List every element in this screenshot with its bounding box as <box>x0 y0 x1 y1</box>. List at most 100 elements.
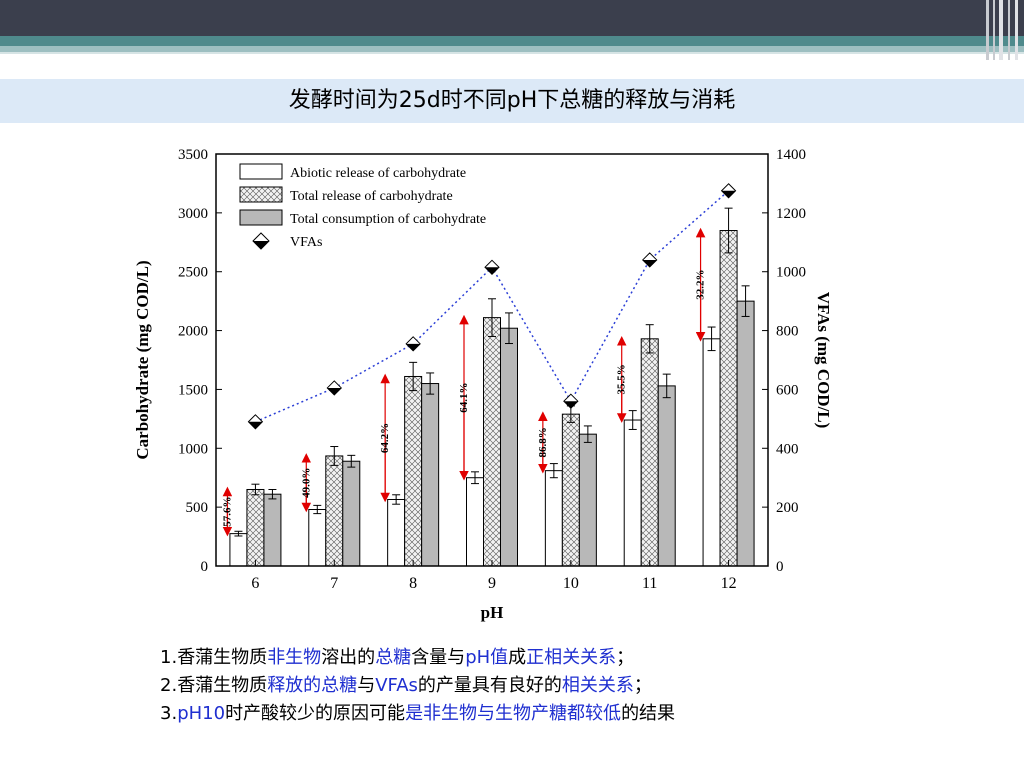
header-bar <box>0 0 1024 36</box>
legend-label: Total release of carbohydrate <box>290 189 453 204</box>
note-text: 与 <box>357 675 376 696</box>
x-tick-label: 9 <box>488 575 496 592</box>
vfa-point-fill <box>563 401 578 409</box>
y-tick-label: 0 <box>201 559 209 575</box>
total-release-bar <box>325 455 344 567</box>
consumption-bar <box>736 300 755 567</box>
legend-swatch <box>239 186 283 203</box>
y2-tick-label: 800 <box>776 324 799 340</box>
abiotic-bar <box>702 338 721 567</box>
note-highlight: 总糖 <box>375 647 412 668</box>
x-tick-label: 6 <box>251 575 259 592</box>
legend-diamond-fill <box>253 241 269 249</box>
percent-label: 49.0% <box>300 468 312 498</box>
header-stripe <box>0 36 1024 46</box>
note-number: 1. <box>160 647 178 668</box>
y-tick-label: 2000 <box>178 324 208 340</box>
vfa-point-fill <box>406 343 421 351</box>
y-tick-label: 2500 <box>178 265 208 281</box>
note-text: 时产酸较少的原因可能 <box>225 703 406 724</box>
note-highlight: 正相关关系 <box>526 647 617 668</box>
abiotic-bar <box>387 498 406 567</box>
legend-label: VFAs <box>290 235 322 250</box>
abiotic-bar <box>229 533 248 567</box>
conclusion-notes: 1.香蒲生物质非生物溶出的总糖含量与pH值成正相关关系； 2.香蒲生物质释放的总糖… <box>160 644 1000 728</box>
y-tick-label: 3500 <box>178 147 208 163</box>
note-highlight: 是非生物与生物产糖都较低 <box>405 703 622 724</box>
note-text: 溶出的 <box>321 647 376 668</box>
consumption-bar <box>500 327 518 567</box>
header-stripe-pale <box>0 52 1024 54</box>
y-axis-label: Carbohydrate (mg COD/L) <box>133 260 152 459</box>
percent-label: 57.6% <box>221 496 233 526</box>
total-release-bar <box>640 338 659 567</box>
title-band <box>0 79 1024 123</box>
x-tick-label: 12 <box>721 575 737 592</box>
vfa-point-fill <box>248 421 263 429</box>
abiotic-bar <box>308 508 327 567</box>
vfa-point-fill <box>642 259 657 267</box>
consumption-bar <box>657 385 676 567</box>
y2-tick-label: 1200 <box>776 206 806 222</box>
abiotic-bar <box>623 419 642 567</box>
x-tick-label: 10 <box>563 575 579 592</box>
y2-axis-label: VFAs (mg COD/L) <box>814 292 833 429</box>
total-release-bar <box>719 230 738 567</box>
note-number: 3. <box>160 703 178 724</box>
note-line: 1.香蒲生物质非生物溶出的总糖含量与pH值成正相关关系； <box>160 644 1000 672</box>
total-release-bar <box>483 317 501 567</box>
total-release-bar <box>561 413 580 567</box>
legend-swatch <box>239 163 283 180</box>
percent-label: 64.2% <box>379 423 391 453</box>
note-number: 2. <box>160 675 178 696</box>
note-highlight: VFAs <box>375 675 418 696</box>
note-text: 的产量具有良好的 <box>417 675 562 696</box>
consumption-bar <box>263 493 282 567</box>
x-tick-label: 7 <box>330 575 338 592</box>
note-highlight: 相关关系 <box>561 675 634 696</box>
note-text: 香蒲生物质 <box>177 647 268 668</box>
x-tick-label: 8 <box>409 575 417 592</box>
legend-label: Total consumption of carbohydrate <box>290 212 486 227</box>
y2-tick-label: 0 <box>776 559 784 575</box>
x-tick-label: 11 <box>642 575 657 592</box>
total-release-bar <box>246 488 265 567</box>
carbohydrate-vfa-chart: 57.6% 49.0% 64.2% 64.1% 86.8% 35.5% 32.2% 0 500 1… <box>133 147 833 622</box>
note-line: 2.香蒲生物质释放的总糖与VFAs的产量具有良好的相关关系； <box>160 672 1000 700</box>
y2-tick-label: 1400 <box>776 147 806 163</box>
consumption-bar <box>578 433 597 567</box>
percent-label: 32.2% <box>695 270 707 300</box>
legend-swatch <box>239 209 283 226</box>
total-release-bar <box>404 375 423 567</box>
note-text: 香蒲生物质 <box>177 675 268 696</box>
header-stripe-light <box>0 46 1024 52</box>
legend-label: Abiotic release of carbohydrate <box>290 166 466 181</box>
note-text: 含量与 <box>411 647 466 668</box>
slide-title: 发酵时间为25d时不同pH下总糖的释放与消耗 <box>288 88 736 113</box>
note-line: 3.pH10时产酸较少的原因可能是非生物与生物产糖都较低的结果 <box>160 700 1000 728</box>
y-tick-label: 1000 <box>178 441 208 457</box>
note-highlight: pH值 <box>465 647 509 668</box>
vfa-point-fill <box>721 190 736 198</box>
note-highlight: pH10 <box>177 703 226 724</box>
y2-tick-label: 200 <box>776 500 799 516</box>
abiotic-bar <box>466 477 484 567</box>
y-tick-label: 1500 <box>178 382 208 398</box>
decorative-lines <box>986 0 1018 60</box>
y2-tick-label: 600 <box>776 382 799 398</box>
y-tick-label: 3000 <box>178 206 208 222</box>
y2-tick-label: 1000 <box>776 265 806 281</box>
consumption-bar <box>342 460 361 567</box>
note-text: ； <box>616 647 635 668</box>
abiotic-bar <box>544 470 563 567</box>
percent-label: 64.1% <box>458 383 470 413</box>
note-text: 成 <box>508 647 527 668</box>
percent-label: 86.8% <box>537 427 549 457</box>
percent-label: 35.5% <box>616 364 628 394</box>
vfa-point-fill <box>485 267 499 275</box>
y-tick-label: 500 <box>186 500 209 516</box>
note-highlight: 非生物 <box>267 647 322 668</box>
consumption-bar <box>421 383 440 567</box>
vfa-point-fill <box>327 387 342 395</box>
note-text: ； <box>633 675 652 696</box>
